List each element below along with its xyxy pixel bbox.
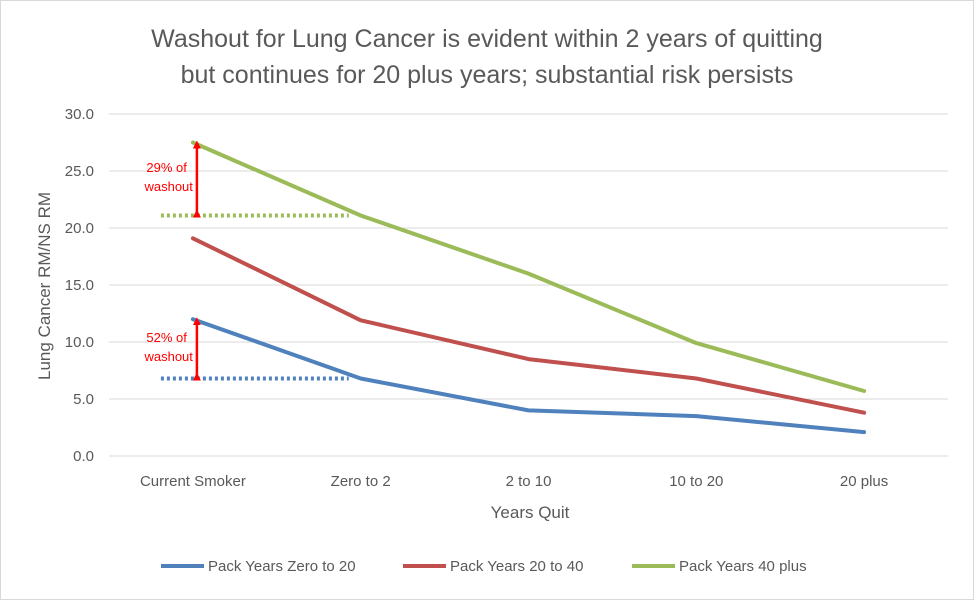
y-tick-label: 0.0 <box>73 448 94 465</box>
legend-label-3: Pack Years 40 plus <box>679 558 807 575</box>
y-tick-label: 10.0 <box>65 334 94 351</box>
washout-annotations: 29% of washout 52% of washout <box>143 140 349 381</box>
gridlines <box>109 113 948 457</box>
washout-label: washout <box>143 179 193 194</box>
washout-label: 29% of <box>146 160 187 175</box>
series-line-1 <box>190 317 867 435</box>
y-tick-label: 20.0 <box>65 220 94 237</box>
legend-label-1: Pack Years Zero to 20 <box>208 558 356 575</box>
x-tick-label: 20 plus <box>840 473 888 490</box>
chart-title-line-2: but continues for 20 plus years; substan… <box>181 61 794 89</box>
series-line-3 <box>190 140 867 393</box>
series-lines <box>190 140 867 435</box>
y-tick-label: 5.0 <box>73 391 94 408</box>
series-line-2 <box>190 236 867 415</box>
washout-label: washout <box>143 349 193 364</box>
x-axis-ticks: Current Smoker Zero to 2 2 to 10 10 to 20 20… <box>140 473 888 490</box>
x-tick-label: 10 to 20 <box>669 473 723 490</box>
legend-label-2: Pack Years 20 to 40 <box>450 558 583 575</box>
y-axis-ticks: 0.0 5.0 10.0 15.0 20.0 25.0 30.0 <box>65 106 94 465</box>
washout-label: 52% of <box>146 330 187 345</box>
x-axis-label: Years Quit <box>491 503 570 522</box>
y-tick-label: 30.0 <box>65 106 94 123</box>
x-tick-label: 2 to 10 <box>506 473 552 490</box>
y-tick-label: 25.0 <box>65 163 94 180</box>
x-tick-label: Zero to 2 <box>331 473 391 490</box>
chart-title-line-1: Washout for Lung Cancer is evident withi… <box>151 25 823 53</box>
x-tick-label: Current Smoker <box>140 473 246 490</box>
legend: Pack Years Zero to 20 Pack Years 20 to 40… <box>161 558 807 575</box>
y-tick-label: 15.0 <box>65 277 94 294</box>
y-axis-label: Lung Cancer RM/NS RM <box>35 192 54 380</box>
